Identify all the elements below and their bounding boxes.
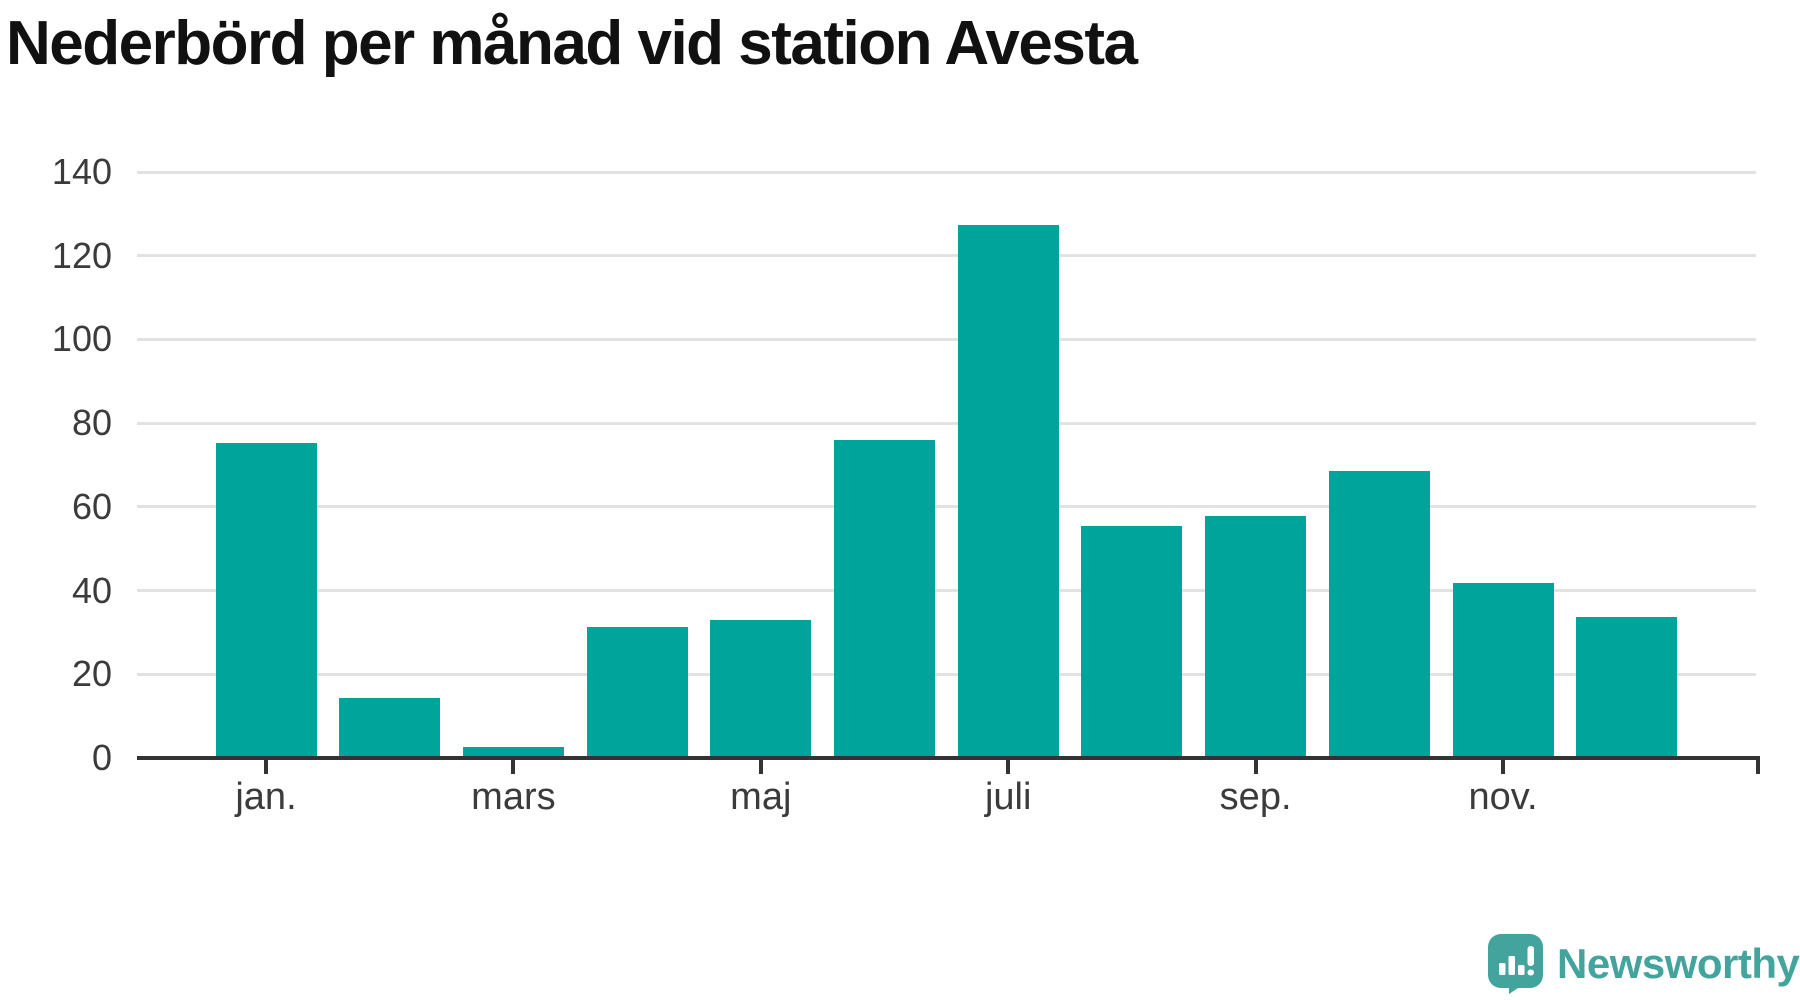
y-tick-label-40: 40 [71, 569, 112, 611]
bar-month-1 [215, 442, 317, 758]
x-tick-label-nov: nov. [1468, 776, 1538, 818]
gridline-y-80 [137, 421, 1756, 425]
bar-month-11 [1452, 582, 1554, 758]
newsworthy-logo: Newsworthy [1488, 934, 1800, 994]
logo-text: Newsworthy [1557, 940, 1800, 987]
bar-month-4 [586, 627, 688, 758]
gridline-y-20 [137, 672, 1756, 676]
bar-month-2 [339, 697, 441, 758]
gridline-y-140 [137, 170, 1756, 174]
bar-month-8 [1081, 525, 1183, 758]
bar-month-9 [1205, 516, 1307, 758]
y-tick-label-0: 0 [91, 737, 112, 778]
x-tick-label-jan: jan. [235, 776, 297, 818]
bar-chart-speech-bubble-icon [1488, 934, 1543, 994]
y-tick-label-20: 20 [71, 653, 112, 695]
x-tick-mars [511, 760, 516, 774]
chart-title: Nederbörd per månad vid station Avesta [6, 9, 1138, 78]
gridline-y-100 [137, 337, 1756, 341]
bar-month-6 [834, 439, 935, 758]
x-tick-juli [1006, 760, 1011, 774]
plot-area [137, 170, 1756, 758]
gridline-y-40 [137, 589, 1756, 593]
gridline-y-120 [137, 254, 1756, 258]
bar-month-3 [462, 747, 564, 758]
y-tick-label-140: 140 [51, 151, 112, 192]
x-tick-nov [1501, 760, 1505, 774]
y-tick-label-60: 60 [71, 485, 112, 527]
x-tick-label-sep: sep. [1219, 776, 1292, 818]
gridline-y-60 [137, 505, 1756, 509]
x-tick-label-maj: maj [730, 776, 792, 818]
x-tick-label-mars: mars [471, 776, 556, 818]
x-axis-line [137, 756, 1760, 760]
bar-month-12 [1576, 617, 1678, 758]
x-tick-sep [1253, 760, 1258, 774]
x-tick-maj [758, 760, 763, 774]
x-tick-label-juli: juli [984, 776, 1032, 818]
y-tick-label-100: 100 [51, 318, 112, 360]
bar-month-10 [1328, 470, 1430, 758]
y-tick-label-120: 120 [51, 234, 112, 276]
x-axis-end-cap [1756, 756, 1760, 774]
y-tick-label-80: 80 [71, 402, 112, 444]
y-axis-labels: 0 20 40 60 80 100 120 140 [0, 151, 112, 778]
bar-month-5 [710, 619, 812, 758]
bar-month-7 [957, 225, 1059, 758]
x-tick-jan [264, 760, 268, 774]
